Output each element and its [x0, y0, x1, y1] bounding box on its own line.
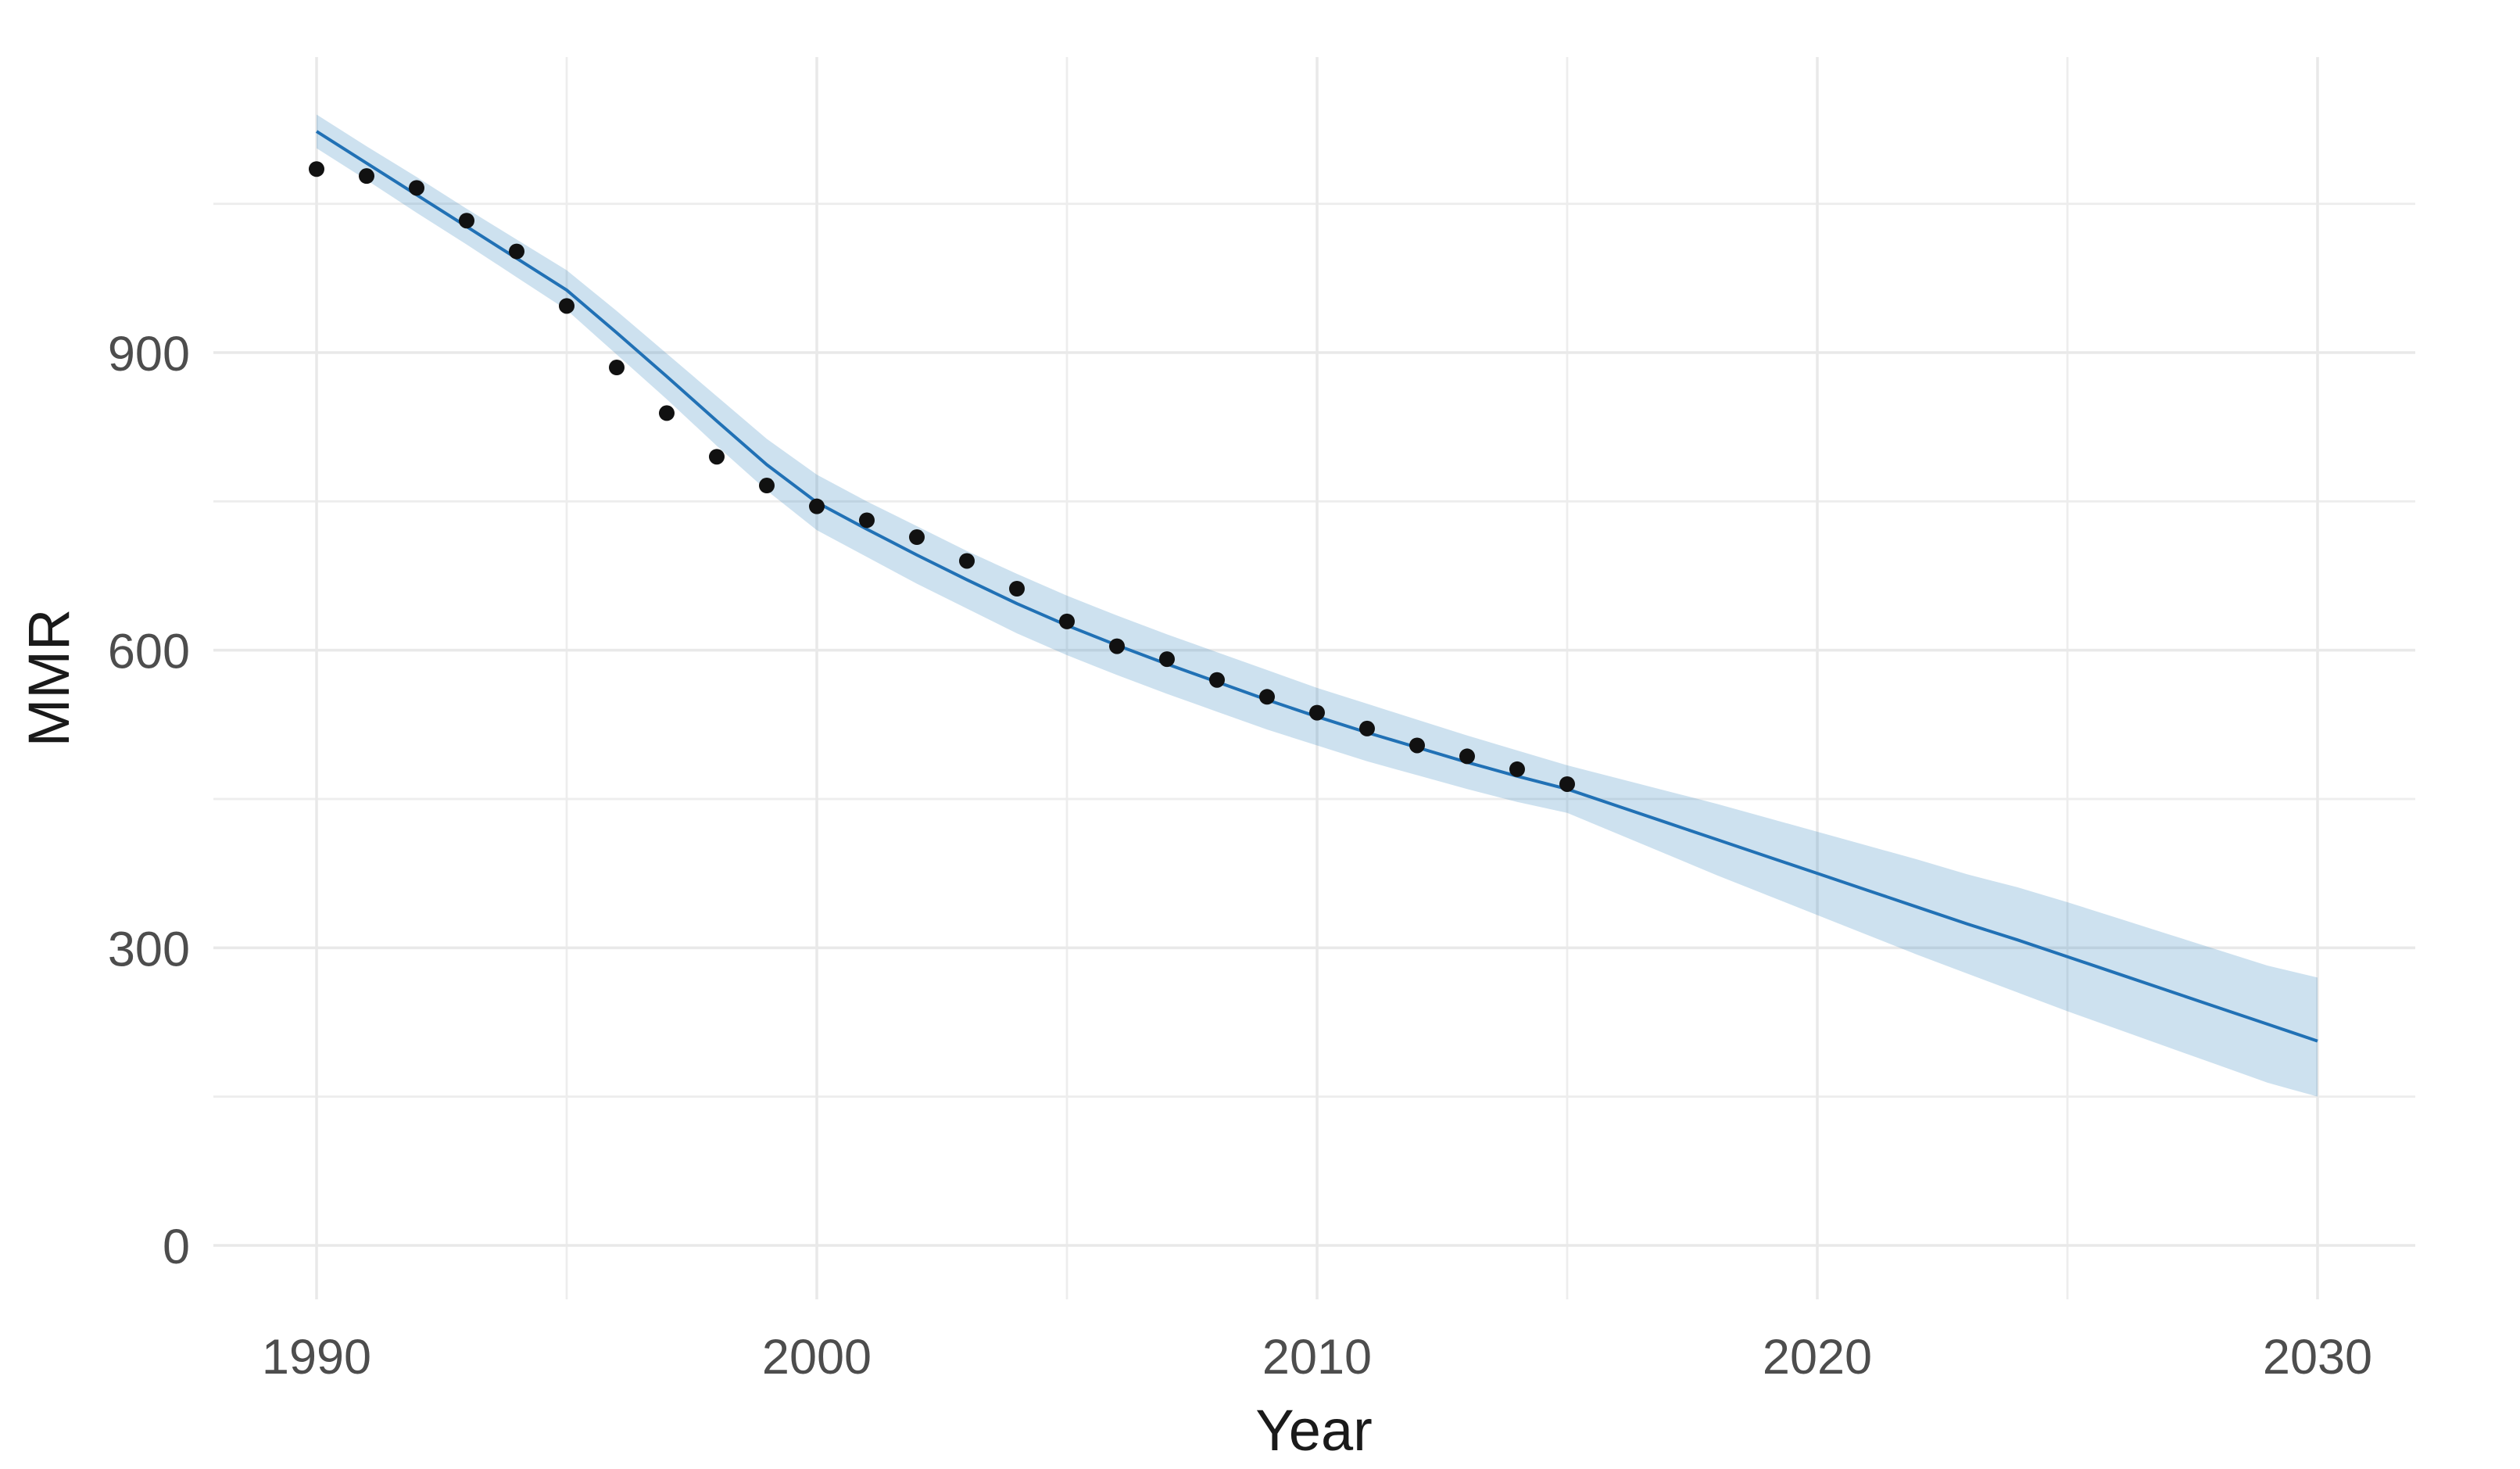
data-point [1409, 737, 1425, 754]
data-point [759, 478, 775, 494]
x-axis-title: Year [1255, 1398, 1373, 1463]
data-point [659, 405, 675, 421]
data-point [459, 213, 474, 229]
y-tick-label: 300 [108, 922, 190, 976]
x-tick-label: 2010 [1262, 1330, 1372, 1385]
data-point [859, 512, 875, 528]
data-point [1359, 720, 1375, 736]
observed-points-layer [309, 161, 1575, 792]
data-point [1559, 776, 1575, 792]
data-point [1509, 761, 1525, 777]
data-point [409, 180, 424, 196]
data-point [1209, 672, 1225, 688]
x-tick-label: 1990 [262, 1330, 371, 1385]
data-point [709, 449, 725, 465]
confidence-ribbon [317, 114, 2318, 1097]
x-tick-label: 2030 [2263, 1330, 2372, 1385]
data-point [1459, 748, 1475, 765]
minor-gridlines [213, 57, 2415, 1299]
data-point [1159, 651, 1175, 668]
y-tick-label: 0 [163, 1220, 190, 1274]
data-point [1009, 580, 1025, 597]
y-tick-label: 600 [108, 625, 190, 679]
data-point [359, 168, 374, 185]
data-point [1309, 704, 1325, 721]
major-gridlines [213, 57, 2415, 1299]
data-point [809, 498, 825, 514]
data-point [909, 529, 925, 546]
data-point [959, 553, 975, 569]
data-point [609, 360, 625, 376]
data-point [1109, 638, 1125, 654]
x-axis-tick-labels: 1990 2000 2010 2020 2030 [262, 1330, 2372, 1385]
y-axis-tick-labels: 0 300 600 900 [108, 327, 190, 1274]
y-axis-title: MMR [16, 609, 81, 747]
x-tick-label: 2020 [1763, 1330, 1872, 1385]
data-point [509, 243, 524, 260]
data-point [1259, 689, 1275, 705]
y-tick-label: 900 [108, 327, 190, 382]
data-point [1059, 613, 1075, 629]
x-tick-label: 2000 [762, 1330, 872, 1385]
confidence-ribbon-layer [317, 114, 2318, 1097]
data-point [559, 298, 575, 314]
data-point [309, 161, 324, 177]
